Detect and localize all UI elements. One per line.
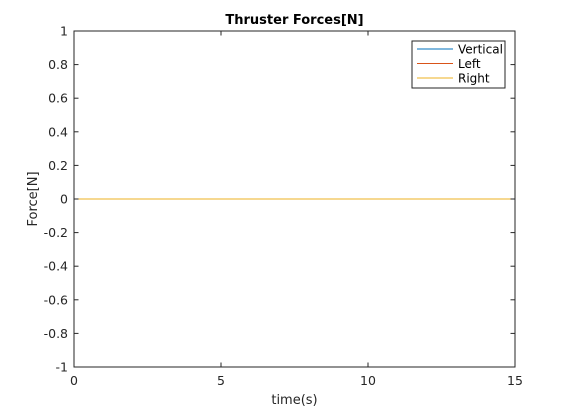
x-tick-label: 10 xyxy=(360,373,376,388)
legend-label-right: Right xyxy=(458,71,490,85)
y-tick-label: 0 xyxy=(60,192,68,207)
chart-title: Thruster Forces[N] xyxy=(225,13,363,28)
y-tick-label: -0.8 xyxy=(44,326,68,341)
x-tick-label: 5 xyxy=(217,373,225,388)
y-tick-label: -0.2 xyxy=(44,225,68,240)
y-tick-label: 0.6 xyxy=(48,91,68,106)
y-tick-label: -0.6 xyxy=(44,292,68,307)
y-tick-label: 0.8 xyxy=(48,57,68,72)
legend-label-left: Left xyxy=(458,57,481,71)
y-tick-label: 0.4 xyxy=(48,124,68,139)
y-tick-label: 0.2 xyxy=(48,158,68,173)
ticks-layer: 0 5 10 15 1 0.8 0.6 0.4 0.2 0 -0.2 -0.4 -0.6 -0.8 -1 xyxy=(44,24,523,389)
y-tick-label: -0.4 xyxy=(44,259,68,274)
y-tick-label: -1 xyxy=(56,360,68,375)
x-tick-label: 0 xyxy=(70,373,78,388)
y-tick-label: 1 xyxy=(60,24,68,39)
y-axis-label: Force[N] xyxy=(26,171,41,226)
x-axis-label: time(s) xyxy=(271,393,317,408)
legend-label-vertical: Vertical xyxy=(458,42,503,56)
x-tick-label: 15 xyxy=(507,373,523,388)
